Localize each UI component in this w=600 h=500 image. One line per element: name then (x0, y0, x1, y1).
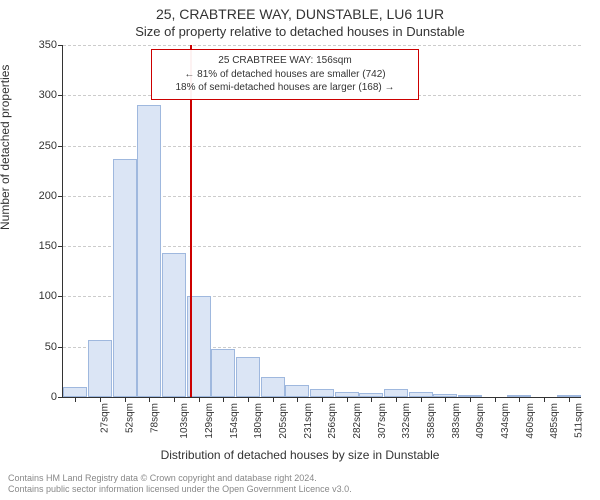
histogram-bar (310, 389, 334, 397)
ytick-label: 0 (51, 391, 57, 403)
xtick-mark (248, 397, 249, 402)
ytick-label: 250 (39, 140, 57, 152)
xtick-label: 256sqm (327, 403, 338, 439)
ytick-mark (58, 397, 63, 398)
xtick-mark (396, 397, 397, 402)
xtick-mark (223, 397, 224, 402)
xtick-label: 154sqm (229, 403, 240, 439)
xtick-mark (347, 397, 348, 402)
xtick-mark (174, 397, 175, 402)
histogram-bar (285, 385, 309, 397)
xtick-mark (445, 397, 446, 402)
ytick-label: 50 (45, 341, 57, 353)
ytick-mark (58, 347, 63, 348)
xtick-mark (470, 397, 471, 402)
xtick-label: 103sqm (179, 403, 190, 439)
ytick-mark (58, 196, 63, 197)
xtick-label: 205sqm (278, 403, 289, 439)
xtick-label: 409sqm (475, 403, 486, 439)
ytick-mark (58, 146, 63, 147)
y-axis-label: Number of detached properties (0, 65, 12, 230)
ytick-mark (58, 95, 63, 96)
xtick-label: 180sqm (253, 403, 264, 439)
xtick-mark (273, 397, 274, 402)
annotation-line: 18% of semi-detached houses are larger (… (160, 81, 410, 95)
ytick-label: 100 (39, 290, 57, 302)
histogram-bar (113, 159, 137, 397)
annotation-line: 25 CRABTREE WAY: 156sqm (160, 54, 410, 68)
xtick-mark (125, 397, 126, 402)
plot-area: 05010015020025030035027sqm52sqm78sqm103s… (62, 45, 581, 398)
xtick-label: 383sqm (451, 403, 462, 439)
xtick-mark (569, 397, 570, 402)
ytick-mark (58, 45, 63, 46)
ytick-label: 200 (39, 190, 57, 202)
xtick-label: 460sqm (525, 403, 536, 439)
chart-title-main: 25, CRABTREE WAY, DUNSTABLE, LU6 1UR (0, 6, 600, 22)
annotation-box: 25 CRABTREE WAY: 156sqm← 81% of detached… (151, 49, 419, 100)
ytick-label: 300 (39, 89, 57, 101)
annotation-line: ← 81% of detached houses are smaller (74… (160, 68, 410, 82)
chart-title-sub: Size of property relative to detached ho… (0, 24, 600, 39)
ytick-label: 350 (39, 39, 57, 51)
xtick-label: 307sqm (377, 403, 388, 439)
xtick-label: 282sqm (352, 403, 363, 439)
histogram-bar (88, 340, 112, 397)
xtick-mark (421, 397, 422, 402)
xtick-label: 511sqm (573, 403, 584, 438)
xtick-mark (322, 397, 323, 402)
xtick-label: 27sqm (100, 403, 111, 433)
ytick-mark (58, 246, 63, 247)
footer-line-2: Contains public sector information licen… (8, 484, 352, 496)
chart-container: 25, CRABTREE WAY, DUNSTABLE, LU6 1UR Siz… (0, 0, 600, 500)
xtick-label: 485sqm (549, 403, 560, 439)
xtick-label: 129sqm (204, 403, 215, 439)
xtick-label: 332sqm (401, 403, 412, 439)
xtick-mark (199, 397, 200, 402)
footer-line-1: Contains HM Land Registry data © Crown c… (8, 473, 352, 485)
xtick-label: 231sqm (303, 403, 314, 439)
xtick-label: 434sqm (500, 403, 511, 439)
histogram-bar (162, 253, 186, 397)
xtick-label: 78sqm (149, 403, 160, 433)
xtick-mark (495, 397, 496, 402)
footer-attribution: Contains HM Land Registry data © Crown c… (8, 473, 352, 496)
xtick-mark (371, 397, 372, 402)
xtick-mark (297, 397, 298, 402)
x-axis-label: Distribution of detached houses by size … (0, 448, 600, 462)
xtick-mark (519, 397, 520, 402)
xtick-label: 52sqm (125, 403, 136, 433)
histogram-bar (211, 349, 235, 397)
xtick-mark (544, 397, 545, 402)
xtick-mark (75, 397, 76, 402)
histogram-bar (261, 377, 285, 397)
gridline (63, 45, 581, 46)
xtick-label: 358sqm (426, 403, 437, 439)
xtick-mark (100, 397, 101, 402)
histogram-bar (384, 389, 408, 397)
histogram-bar (236, 357, 260, 397)
histogram-bar (63, 387, 87, 397)
xtick-mark (149, 397, 150, 402)
ytick-label: 150 (39, 240, 57, 252)
ytick-mark (58, 296, 63, 297)
histogram-bar (137, 105, 161, 397)
